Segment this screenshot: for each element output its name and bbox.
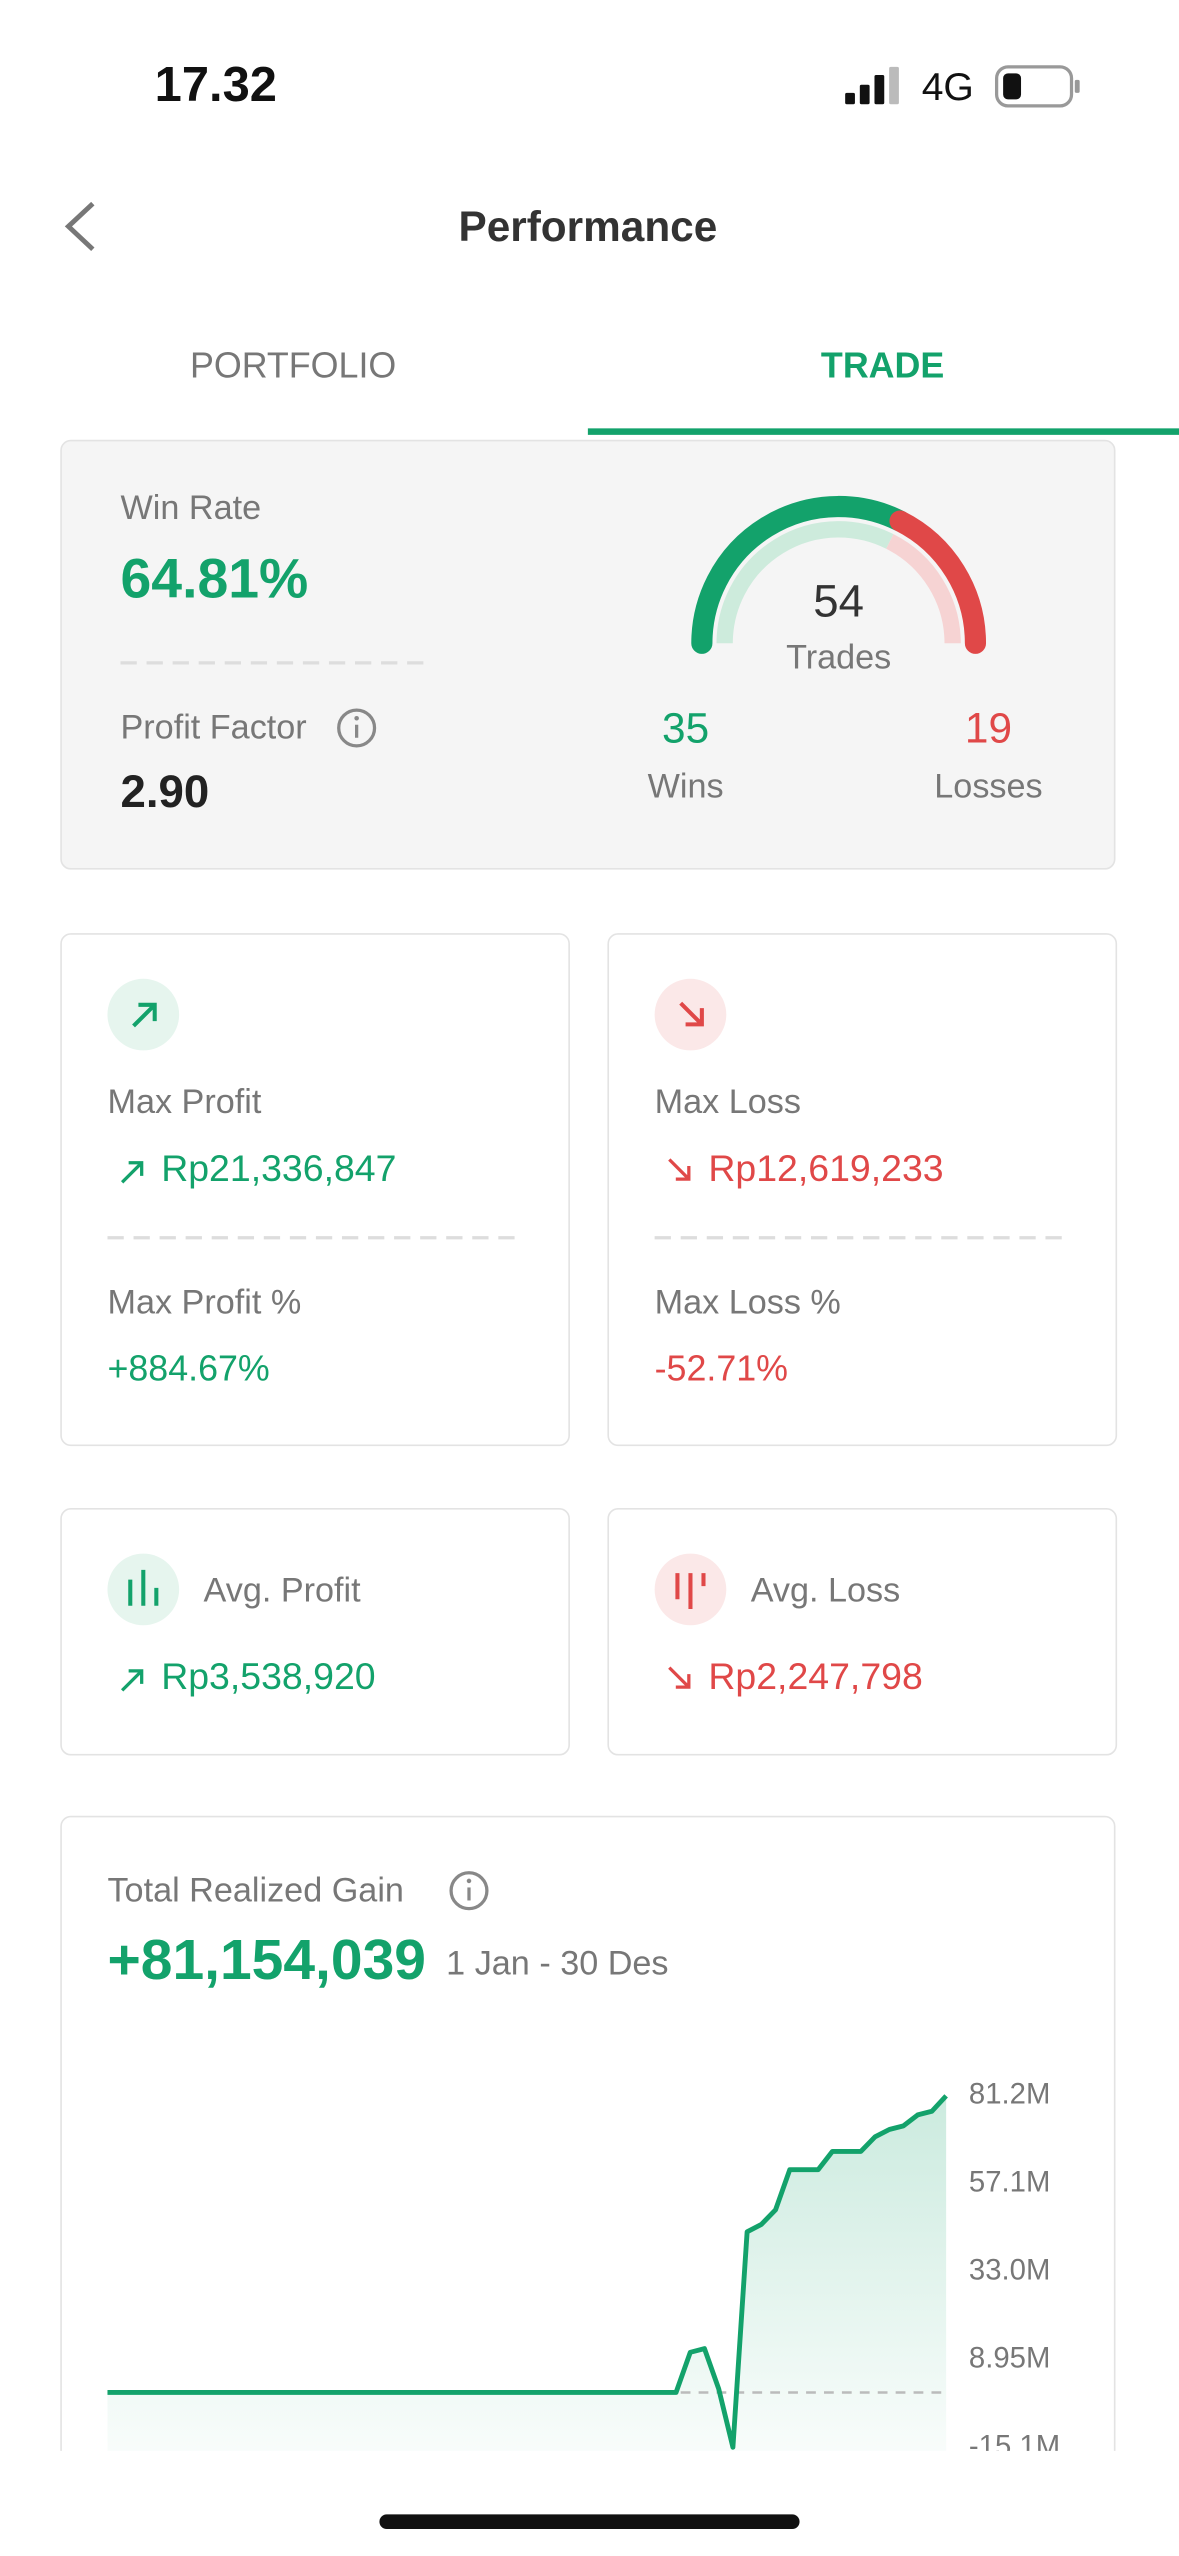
up-icon [132, 1002, 157, 1028]
gauge-losses [889, 510, 987, 654]
losses-label: Losses [934, 767, 1042, 805]
signal-icon [845, 66, 899, 105]
down-icon [679, 1001, 704, 1027]
down-arrow [668, 1666, 691, 1689]
avg-label: Avg. Loss [751, 1572, 901, 1610]
bars-icon [675, 1573, 706, 1609]
page-title: Performance [458, 203, 717, 250]
card-label: Max Profit [107, 1083, 261, 1121]
card-sub-value: +884.67% [107, 1349, 269, 1389]
gain-value: +81,154,039 [107, 1928, 425, 1992]
gauge-inner [716, 521, 894, 644]
network: 4G [922, 66, 974, 109]
card-sub-label: Max Profit % [107, 1283, 301, 1321]
card-sub-label: Max Loss % [655, 1283, 841, 1321]
card-label: Max Loss [655, 1083, 801, 1121]
time: 17.32 [155, 58, 277, 112]
profit-factor-label: Profit Factor [121, 709, 307, 747]
up-arrow [120, 1669, 144, 1692]
wins: 35 [662, 704, 709, 751]
trades-label: Trades [786, 639, 891, 677]
line [107, 2094, 948, 2450]
back-button[interactable] [64, 201, 95, 252]
win-rate: 64.81% [121, 548, 309, 610]
summary-card [60, 439, 1116, 870]
area [107, 2095, 947, 2451]
info-icon[interactable] [449, 1871, 489, 1911]
card-value: Rp21,336,847 [161, 1147, 396, 1189]
home-indicator [379, 2514, 800, 2530]
y-tick-label: 33.0M [969, 2254, 1050, 2287]
avg-value: Rp3,538,920 [161, 1655, 375, 1697]
profit-factor: 2.90 [121, 766, 210, 817]
card [607, 933, 1118, 1447]
gauge-inner [886, 534, 961, 644]
up-arrow [120, 1161, 144, 1184]
tab[interactable]: PORTFOLIO [190, 346, 396, 386]
avg-value: Rp2,247,798 [708, 1655, 922, 1697]
card [607, 1508, 1118, 1756]
info-icon[interactable] [337, 708, 377, 748]
bars-icon [128, 1569, 159, 1606]
y-tick-label: 8.95M [969, 2342, 1050, 2375]
avg-label: Avg. Profit [204, 1572, 362, 1610]
gain-period: 1 Jan - 30 Des [446, 1945, 668, 1983]
y-tick-label: -15.1M [969, 2429, 1060, 2462]
down-arrow [668, 1158, 691, 1181]
gain-label: Total Realized Gain [107, 1871, 403, 1909]
battery-icon [994, 65, 1080, 108]
gauge-wins [691, 495, 911, 654]
y-tick-label: 81.2M [969, 2078, 1050, 2111]
tab-indicator [587, 428, 1179, 435]
card-value: Rp12,619,233 [708, 1147, 943, 1189]
trades: 54 [813, 575, 864, 626]
card [60, 933, 570, 1447]
gauge [691, 495, 987, 654]
losses: 19 [965, 704, 1012, 751]
wins-label: Wins [648, 767, 724, 805]
card [60, 1508, 570, 1756]
tab-active[interactable]: TRADE [821, 346, 944, 386]
card-sub-value: -52.71% [655, 1349, 788, 1389]
win-rate-label: Win Rate [121, 489, 262, 527]
gain-chart: -15.1M 8.95M 33.0M 57.1M 81.2M [107, 2078, 1060, 2462]
y-tick-label: 57.1M [969, 2166, 1050, 2199]
